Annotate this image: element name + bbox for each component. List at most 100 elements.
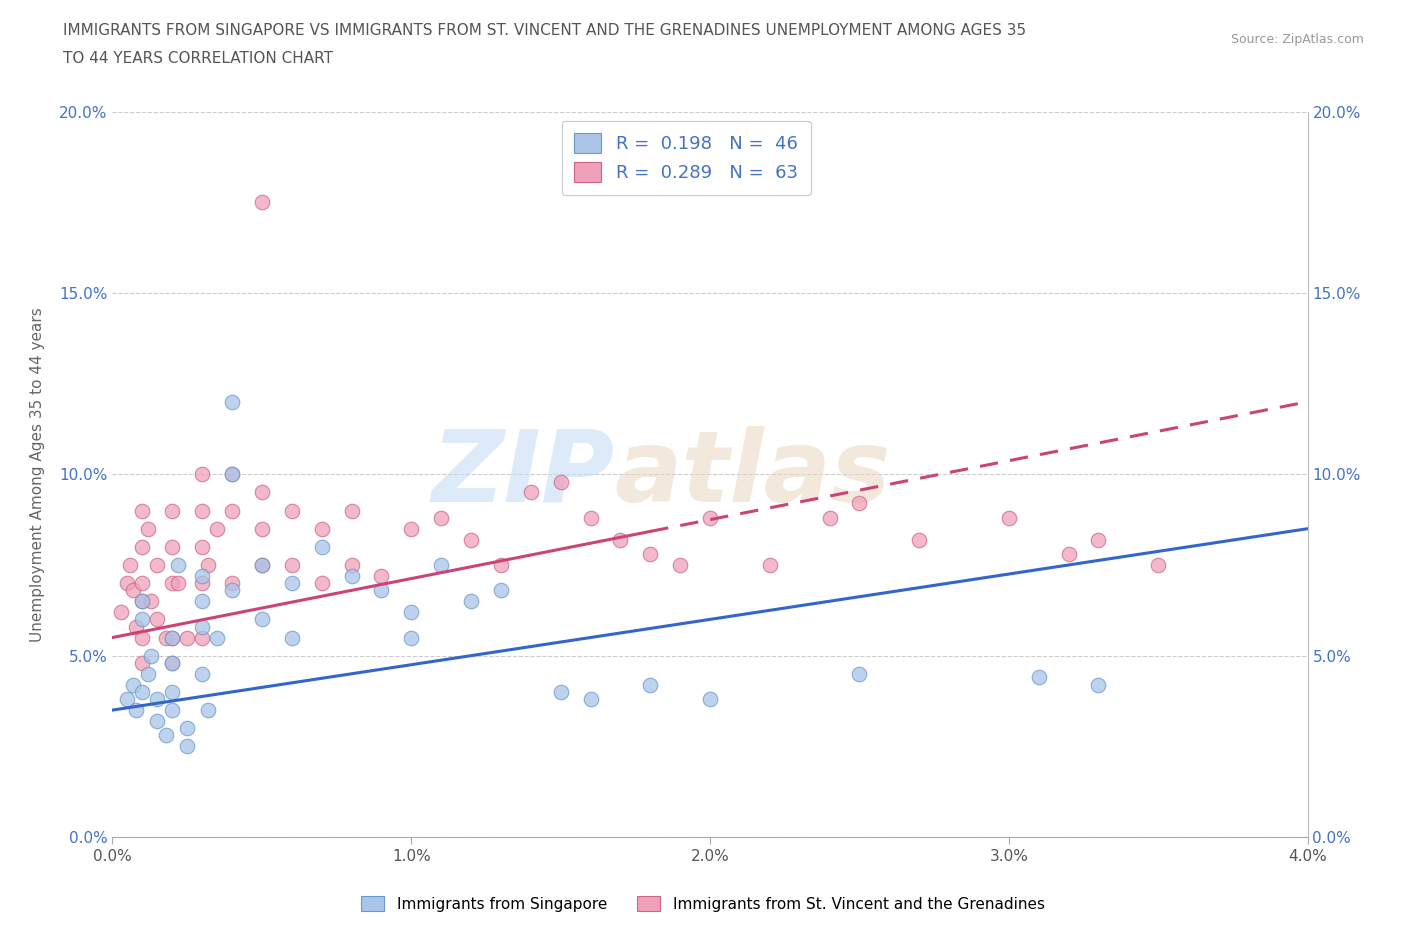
Text: ZIP: ZIP: [432, 426, 614, 523]
Point: [162, 684, 183, 699]
Point: [221, 467, 243, 482]
Point: [281, 631, 304, 645]
Point: [250, 521, 273, 536]
Point: [120, 558, 142, 573]
Point: [162, 576, 183, 591]
Point: [131, 539, 153, 554]
Point: [125, 703, 148, 718]
Point: [155, 631, 177, 645]
Point: [250, 485, 273, 500]
Point: [699, 511, 721, 525]
Point: [205, 521, 228, 536]
Point: [176, 721, 198, 736]
Legend: Immigrants from Singapore, Immigrants from St. Vincent and the Grenadines: Immigrants from Singapore, Immigrants fr…: [356, 889, 1050, 918]
Point: [221, 394, 243, 409]
Point: [141, 594, 163, 609]
Point: [138, 521, 160, 536]
Point: [250, 558, 273, 573]
Point: [311, 521, 333, 536]
Point: [609, 532, 631, 547]
Point: [250, 612, 273, 627]
Point: [162, 503, 183, 518]
Point: [176, 738, 198, 753]
Point: [122, 583, 145, 598]
Point: [162, 703, 183, 718]
Point: [197, 703, 219, 718]
Point: [699, 692, 721, 707]
Point: [131, 503, 153, 518]
Point: [221, 503, 243, 518]
Point: [197, 558, 219, 573]
Point: [848, 496, 870, 511]
Point: [848, 667, 870, 682]
Point: [162, 539, 183, 554]
Point: [579, 692, 602, 707]
Point: [489, 583, 512, 598]
Point: [167, 576, 190, 591]
Point: [131, 594, 153, 609]
Point: [131, 612, 153, 627]
Point: [401, 521, 423, 536]
Point: [122, 677, 145, 692]
Text: atlas: atlas: [614, 426, 891, 523]
Point: [1147, 558, 1170, 573]
Point: [311, 539, 333, 554]
Point: [191, 539, 214, 554]
Point: [370, 568, 392, 583]
Point: [167, 558, 190, 573]
Point: [460, 532, 482, 547]
Point: [221, 467, 243, 482]
Point: [162, 631, 183, 645]
Point: [908, 532, 931, 547]
Point: [141, 648, 163, 663]
Point: [430, 511, 453, 525]
Point: [131, 631, 153, 645]
Text: TO 44 YEARS CORRELATION CHART: TO 44 YEARS CORRELATION CHART: [63, 51, 333, 66]
Point: [191, 594, 214, 609]
Point: [1057, 547, 1080, 562]
Point: [162, 656, 183, 671]
Point: [818, 511, 841, 525]
Point: [131, 656, 153, 671]
Point: [640, 677, 662, 692]
Point: [131, 594, 153, 609]
Legend: R =  0.198   N =  46, R =  0.289   N =  63: R = 0.198 N = 46, R = 0.289 N = 63: [562, 121, 810, 194]
Point: [281, 576, 304, 591]
Point: [550, 474, 572, 489]
Point: [146, 692, 169, 707]
Point: [460, 594, 482, 609]
Point: [221, 583, 243, 598]
Point: [759, 558, 782, 573]
Point: [155, 728, 177, 743]
Point: [430, 558, 453, 573]
Point: [138, 667, 160, 682]
Point: [176, 631, 198, 645]
Point: [281, 503, 304, 518]
Point: [110, 604, 132, 619]
Point: [1087, 532, 1109, 547]
Point: [191, 503, 214, 518]
Point: [191, 576, 214, 591]
Point: [205, 631, 228, 645]
Point: [550, 684, 572, 699]
Point: [520, 485, 543, 500]
Point: [401, 631, 423, 645]
Point: [221, 576, 243, 591]
Point: [162, 656, 183, 671]
Point: [191, 467, 214, 482]
Point: [579, 511, 602, 525]
Point: [401, 604, 423, 619]
Point: [281, 558, 304, 573]
Point: [370, 583, 392, 598]
Point: [191, 619, 214, 634]
Point: [340, 558, 363, 573]
Point: [340, 568, 363, 583]
Point: [1028, 670, 1050, 684]
Point: [131, 684, 153, 699]
Point: [191, 631, 214, 645]
Point: [162, 631, 183, 645]
Point: [146, 713, 169, 728]
Text: IMMIGRANTS FROM SINGAPORE VS IMMIGRANTS FROM ST. VINCENT AND THE GRENADINES UNEM: IMMIGRANTS FROM SINGAPORE VS IMMIGRANTS …: [63, 23, 1026, 38]
Point: [640, 547, 662, 562]
Point: [131, 576, 153, 591]
